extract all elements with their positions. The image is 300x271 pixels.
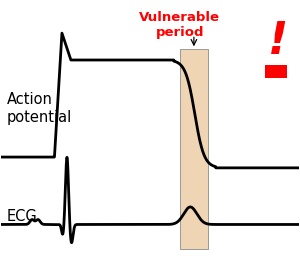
Text: !: ! (268, 20, 289, 63)
Text: ECG: ECG (7, 209, 38, 224)
Text: Vulnerable
period: Vulnerable period (140, 11, 220, 40)
Bar (180, 49, 208, 249)
Bar (265, 65, 287, 78)
Text: Action
potential: Action potential (7, 92, 72, 125)
